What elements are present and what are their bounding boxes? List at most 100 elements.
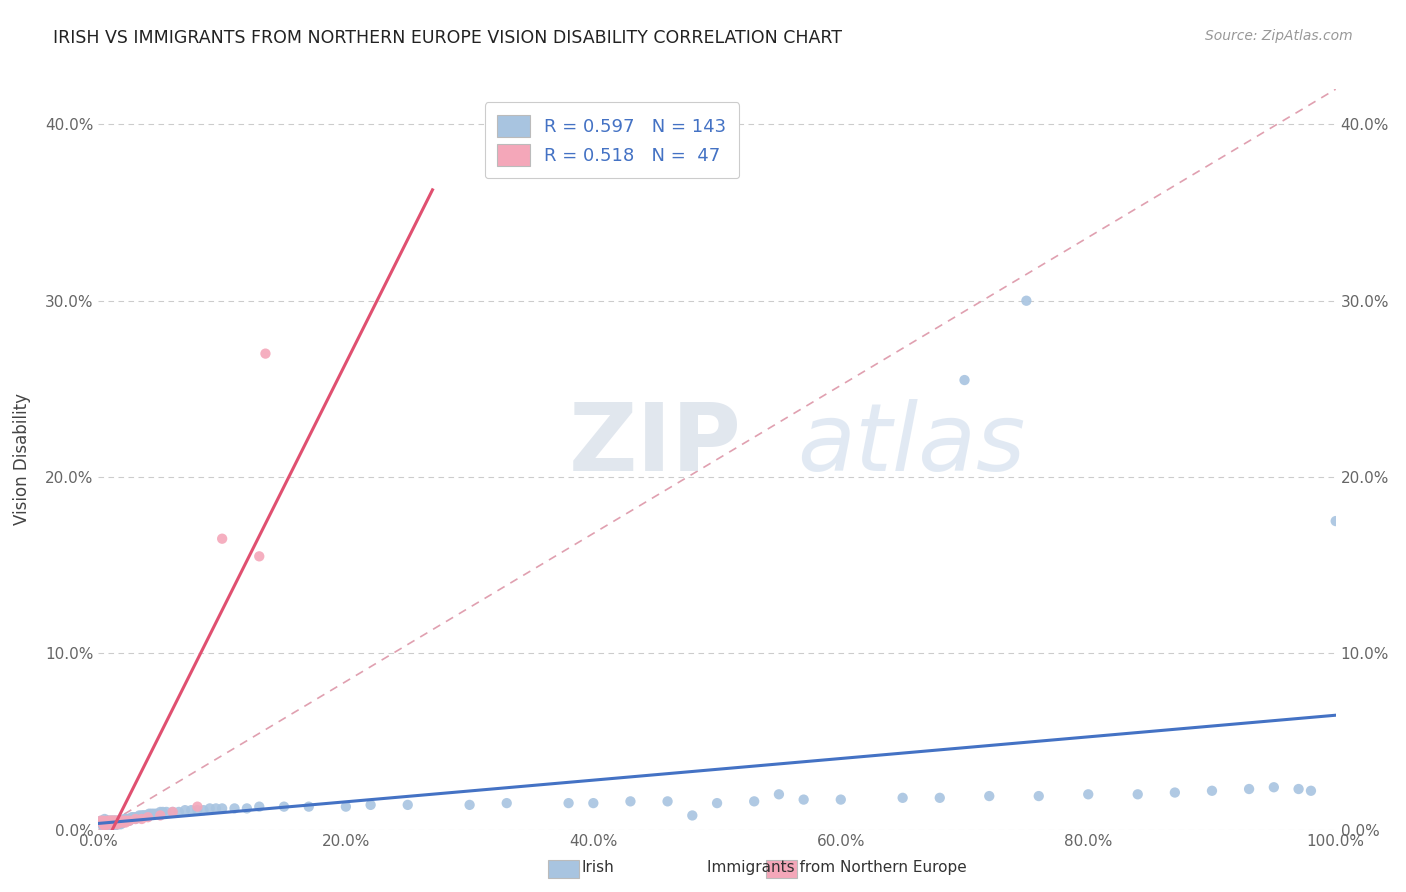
Point (114, 814, 136, 828)
Point (112, 814, 135, 828)
Point (211, 801, 233, 815)
Point (115, 814, 138, 828)
Point (112, 812, 135, 826)
Point (90, 814, 112, 828)
Point (198, 801, 221, 815)
Point (118, 812, 141, 826)
Point (110, 815, 132, 830)
Point (152, 805, 174, 819)
Point (273, 799, 295, 814)
Point (93, 817, 115, 831)
Point (830, 792, 852, 806)
Point (93, 815, 115, 830)
Point (97, 817, 120, 831)
Point (101, 815, 124, 830)
Point (93, 815, 115, 830)
Point (254, 346, 277, 360)
Point (582, 796, 605, 810)
Point (97, 817, 120, 831)
Point (122, 810, 145, 824)
Point (97, 817, 120, 831)
Point (124, 812, 146, 826)
Point (91, 817, 114, 831)
Point (104, 814, 127, 828)
Point (107, 815, 129, 830)
Point (101, 817, 124, 831)
Point (458, 797, 481, 812)
Point (110, 814, 132, 828)
Point (891, 790, 914, 805)
Point (1201, 784, 1223, 798)
Point (111, 814, 134, 828)
Point (100, 815, 122, 830)
Point (103, 817, 125, 831)
Point (103, 814, 125, 828)
Point (1077, 787, 1099, 801)
Point (94, 817, 117, 831)
Point (149, 808, 172, 822)
Point (98, 815, 121, 830)
Point (127, 810, 149, 824)
Text: atlas: atlas (797, 399, 1026, 490)
Point (96, 819, 118, 833)
Point (104, 817, 127, 831)
Point (93, 815, 115, 830)
Point (96, 817, 118, 831)
Point (108, 814, 131, 828)
Point (247, 549, 270, 564)
Point (96, 817, 118, 831)
Point (1015, 293, 1038, 308)
Point (205, 801, 228, 815)
Point (93, 819, 115, 833)
Point (136, 808, 159, 822)
Point (105, 817, 128, 831)
Point (103, 815, 125, 830)
Point (111, 815, 134, 830)
Point (619, 794, 641, 808)
Point (107, 814, 129, 828)
Point (110, 814, 132, 828)
Point (100, 817, 122, 831)
Point (117, 812, 139, 826)
Point (131, 808, 153, 822)
Point (96, 817, 118, 831)
Point (103, 817, 125, 831)
Point (1237, 782, 1260, 797)
Point (110, 817, 132, 831)
Point (90, 814, 112, 828)
Point (114, 812, 136, 826)
Point (110, 815, 132, 830)
Point (125, 810, 148, 824)
Point (121, 810, 143, 824)
Point (360, 797, 382, 812)
Point (93, 817, 115, 831)
Point (105, 814, 128, 828)
Point (145, 806, 167, 821)
Point (657, 794, 679, 808)
Point (103, 815, 125, 830)
Legend: R = 0.597   N = 143, R = 0.518   N =  47: R = 0.597 N = 143, R = 0.518 N = 47 (485, 102, 740, 178)
Point (112, 814, 135, 828)
Point (101, 814, 124, 828)
Point (96, 814, 118, 828)
Y-axis label: Vision Disability: Vision Disability (13, 393, 31, 525)
Point (211, 532, 233, 546)
Point (94, 819, 117, 833)
Point (96, 815, 118, 830)
Point (98, 817, 121, 831)
Point (100, 815, 122, 830)
Point (101, 819, 124, 833)
Point (953, 373, 976, 387)
Point (93, 814, 115, 828)
Point (706, 796, 728, 810)
Point (98, 819, 121, 833)
Point (136, 810, 159, 824)
Point (103, 814, 125, 828)
Point (94, 817, 117, 831)
Point (167, 805, 190, 819)
Point (103, 819, 125, 833)
Point (97, 815, 120, 830)
Point (101, 814, 124, 828)
Text: ZIP: ZIP (568, 399, 741, 491)
Point (129, 810, 152, 824)
